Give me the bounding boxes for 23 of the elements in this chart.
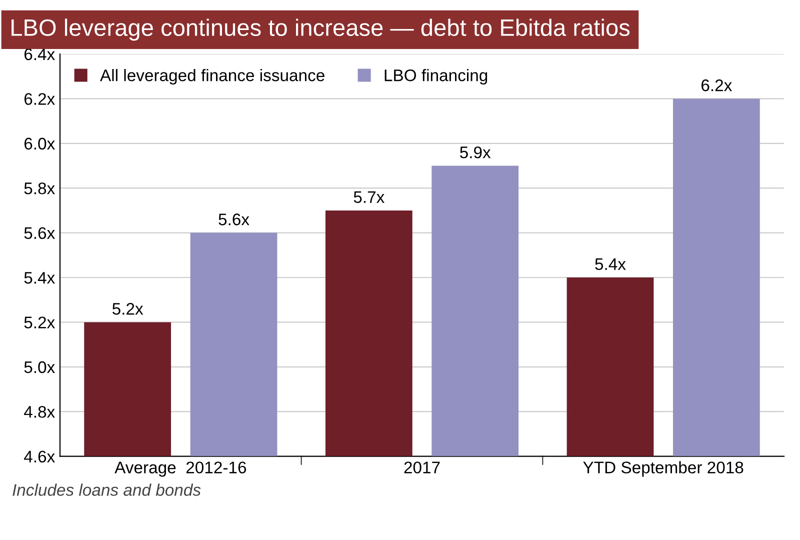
legend-label: LBO financing bbox=[384, 69, 488, 85]
x-tick-label: YTD September 2018 bbox=[583, 461, 744, 477]
y-tick-label: 6.0x bbox=[24, 138, 55, 150]
y-tick-label: 5.4x bbox=[24, 272, 55, 284]
y-tick-label: 5.8x bbox=[24, 182, 55, 194]
y-tick-label: 5.6x bbox=[24, 227, 55, 240]
data-label: 5.7x bbox=[354, 191, 384, 203]
y-tick-label: 4.6x bbox=[24, 450, 55, 463]
data-label: 6.2x bbox=[702, 79, 732, 92]
y-tick-label: 6.4x bbox=[24, 48, 55, 60]
y-tick-label: 6.2x bbox=[24, 93, 55, 105]
x-tick-label: Average 2012-16 bbox=[114, 462, 246, 477]
y-tick-label: 4.8x bbox=[24, 406, 55, 418]
legend-label: All leveraged finance issuance bbox=[100, 69, 324, 85]
x-tick-label: 2017 bbox=[404, 462, 440, 474]
data-label: 5.2x bbox=[112, 302, 144, 315]
data-label: 5.6x bbox=[218, 214, 250, 226]
y-tick-label: 5.0x bbox=[24, 361, 55, 374]
data-label: 5.4x bbox=[595, 258, 626, 270]
chart-title: LBO leverage continues to increase — debt to Ebitda ratios bbox=[12, 18, 630, 41]
y-tick-label: 5.2x bbox=[24, 316, 55, 328]
data-label: 5.9x bbox=[460, 146, 491, 158]
text: Includes loans and bonds bbox=[12, 484, 201, 496]
